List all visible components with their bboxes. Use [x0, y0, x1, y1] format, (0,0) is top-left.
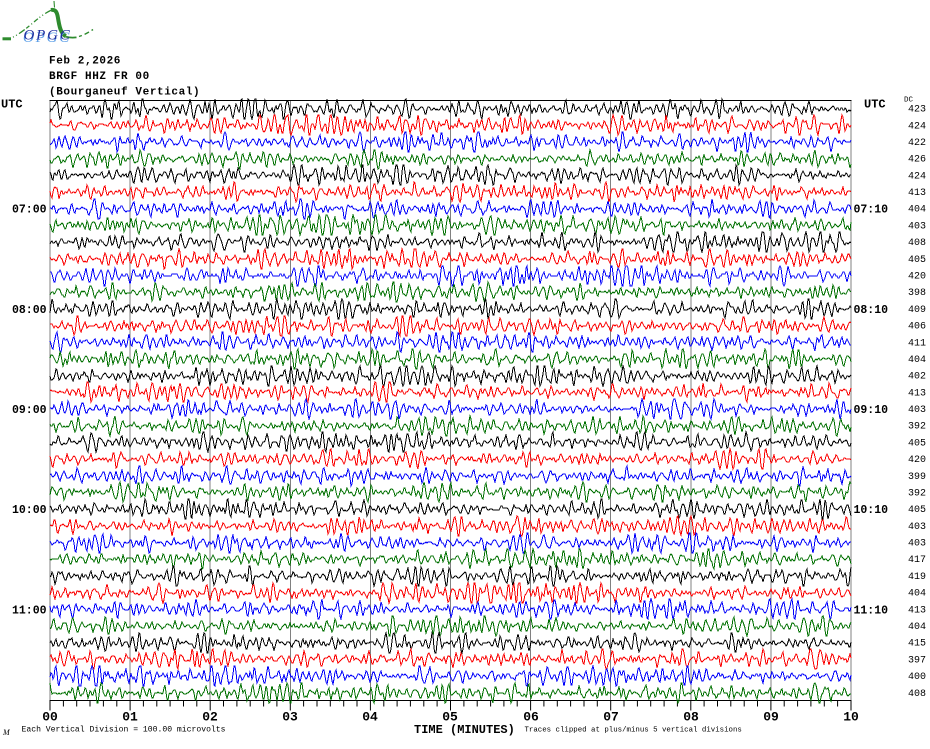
svg-text:07: 07 [603, 710, 619, 725]
svg-text:10: 10 [843, 710, 859, 725]
svg-text:01: 01 [122, 710, 138, 725]
svg-text:05: 05 [442, 710, 458, 725]
svg-text:406: 406 [908, 322, 926, 333]
svg-text:408: 408 [908, 689, 926, 700]
svg-text:415: 415 [908, 639, 926, 650]
svg-text:DC: DC [904, 97, 914, 105]
svg-text:424: 424 [908, 121, 926, 132]
svg-text:02: 02 [202, 710, 218, 725]
svg-text:403: 403 [908, 405, 926, 416]
svg-text:403: 403 [908, 221, 926, 232]
svg-text:423: 423 [908, 105, 926, 116]
svg-text:09:00: 09:00 [12, 404, 47, 417]
svg-text:Each Vertical Division = 100.: Each Vertical Division = 100.00 microvol… [22, 726, 226, 735]
svg-text:403: 403 [908, 522, 926, 533]
svg-text:04: 04 [362, 710, 378, 725]
svg-text:OPGC: OPGC [23, 30, 71, 46]
svg-text:397: 397 [908, 655, 926, 666]
svg-text:08: 08 [683, 710, 699, 725]
svg-text:BRGF HHZ FR 00: BRGF HHZ FR 00 [49, 71, 150, 83]
svg-text:07:00: 07:00 [12, 204, 47, 217]
svg-text:11:10: 11:10 [854, 604, 889, 617]
svg-text:404: 404 [908, 205, 926, 216]
svg-text:420: 420 [908, 272, 926, 283]
svg-text:426: 426 [908, 155, 926, 166]
svg-text:00: 00 [42, 710, 58, 725]
svg-text:413: 413 [908, 388, 926, 399]
svg-text:07:10: 07:10 [854, 204, 889, 217]
svg-text:398: 398 [908, 288, 926, 299]
svg-text:Feb 2,2026: Feb 2,2026 [49, 56, 121, 68]
svg-text:M: M [2, 728, 11, 737]
svg-text:409: 409 [908, 305, 926, 316]
svg-text:405: 405 [908, 438, 926, 449]
svg-text:11:00: 11:00 [12, 604, 47, 617]
svg-text:09: 09 [763, 710, 779, 725]
svg-text:402: 402 [908, 372, 926, 383]
svg-text:408: 408 [908, 238, 926, 249]
svg-text:392: 392 [908, 422, 926, 433]
svg-text:06: 06 [523, 710, 539, 725]
svg-text:03: 03 [282, 710, 298, 725]
svg-text:10:10: 10:10 [854, 504, 889, 517]
svg-text:Traces clipped at plus/minus 5: Traces clipped at plus/minus 5 vertical … [525, 727, 742, 735]
svg-text:09:10: 09:10 [854, 404, 889, 417]
svg-text:404: 404 [908, 355, 926, 366]
svg-text:422: 422 [908, 138, 926, 149]
svg-text:411: 411 [908, 338, 926, 349]
svg-text:10:00: 10:00 [12, 504, 47, 517]
svg-text:420: 420 [908, 455, 926, 466]
svg-text:417: 417 [908, 555, 926, 566]
svg-text:403: 403 [908, 539, 926, 550]
svg-text:404: 404 [908, 589, 926, 600]
svg-text:405: 405 [908, 255, 926, 266]
svg-text:400: 400 [908, 672, 926, 683]
svg-text:(Bourganeuf Vertical): (Bourganeuf Vertical) [49, 87, 200, 99]
svg-text:08:10: 08:10 [854, 304, 889, 317]
svg-text:08:00: 08:00 [12, 304, 47, 317]
svg-text:TIME (MINUTES): TIME (MINUTES) [414, 723, 515, 737]
svg-text:392: 392 [908, 489, 926, 500]
svg-text:405: 405 [908, 505, 926, 516]
svg-text:419: 419 [908, 572, 926, 583]
svg-text:UTC: UTC [864, 98, 886, 112]
svg-text:404: 404 [908, 622, 926, 633]
svg-text:413: 413 [908, 605, 926, 616]
svg-text:UTC: UTC [1, 98, 23, 112]
svg-text:OPGC: OPGC [24, 28, 72, 44]
svg-text:424: 424 [908, 171, 926, 182]
svg-text:413: 413 [908, 188, 926, 199]
svg-text:399: 399 [908, 472, 926, 483]
